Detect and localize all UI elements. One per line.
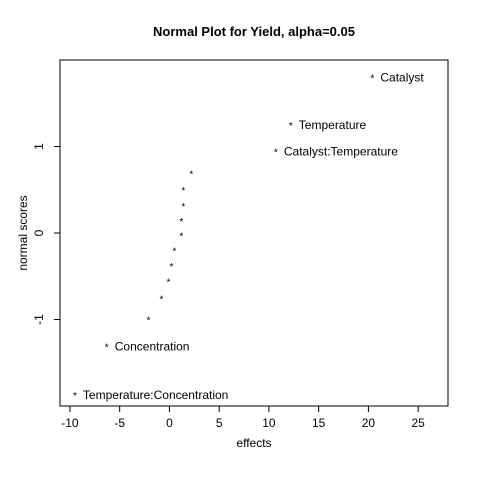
x-tick-label: 15 — [312, 416, 326, 430]
data-point: * — [189, 169, 193, 180]
x-axis: -10 -5 0 5 10 15 20 25 — [61, 406, 425, 430]
data-points: * Temperature:Concentration * Concentration… — [73, 70, 424, 401]
x-tick-label: -10 — [61, 416, 79, 430]
data-point-label: Temperature — [299, 118, 367, 132]
x-tick-label: 10 — [262, 416, 276, 430]
data-point: * — [105, 342, 109, 353]
x-tick-label: 25 — [411, 416, 425, 430]
data-point: * — [289, 121, 293, 132]
y-tick-label: -1 — [32, 314, 46, 325]
x-tick-label: 5 — [216, 416, 223, 430]
x-tick-label: 0 — [166, 416, 173, 430]
plot-frame — [59, 59, 449, 407]
y-axis: -1 0 1 — [32, 143, 60, 325]
data-point: * — [73, 391, 77, 402]
data-point: * — [274, 148, 278, 159]
y-axis-label: normal scores — [16, 195, 30, 270]
data-point: * — [181, 186, 185, 197]
data-point: * — [172, 246, 176, 257]
chart-title: Normal Plot for Yield, alpha=0.05 — [153, 24, 355, 39]
data-point: * — [169, 262, 173, 273]
data-point-label: Concentration — [115, 339, 190, 353]
data-point-label: Catalyst:Temperature — [284, 145, 398, 159]
data-point-label: Catalyst — [380, 70, 424, 84]
data-point-label: Temperature:Concentration — [83, 388, 228, 402]
data-point: * — [160, 295, 164, 306]
data-point: * — [147, 316, 151, 327]
x-axis-label: effects — [236, 436, 271, 450]
data-point: * — [166, 277, 170, 288]
x-tick-label: -5 — [114, 416, 125, 430]
y-tick-label: 0 — [32, 229, 46, 236]
x-tick-label: 20 — [362, 416, 376, 430]
y-tick-label: 1 — [32, 143, 46, 150]
data-point: * — [179, 232, 183, 243]
data-point: * — [179, 217, 183, 228]
data-point: * — [370, 73, 374, 84]
data-point: * — [181, 202, 185, 213]
